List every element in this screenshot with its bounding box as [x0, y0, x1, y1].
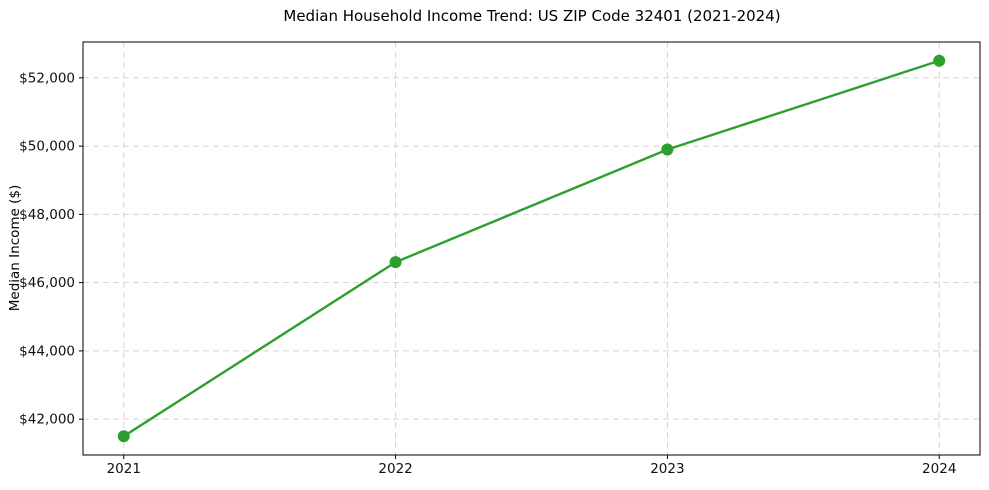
data-point-marker	[117, 430, 130, 443]
trend-line	[123, 59, 940, 438]
y-tick-label: $44,000	[19, 343, 75, 359]
x-tick-label: 2023	[650, 461, 684, 477]
y-tick-label: $42,000	[19, 412, 75, 428]
x-tick-label: 2021	[107, 461, 141, 477]
y-tick-label: $46,000	[19, 275, 75, 291]
data-point-marker	[389, 256, 402, 269]
data-point-marker	[933, 54, 946, 67]
data-point-marker	[661, 143, 674, 156]
y-tick-label: $52,000	[19, 70, 75, 86]
chart-title: Median Household Income Trend: US ZIP Co…	[283, 7, 781, 25]
x-tick-label: 2022	[378, 461, 412, 477]
x-tick-label: 2024	[922, 461, 956, 477]
plot-border	[82, 41, 981, 456]
y-tick-label: $50,000	[19, 139, 75, 155]
y-tick-label: $48,000	[19, 207, 75, 223]
